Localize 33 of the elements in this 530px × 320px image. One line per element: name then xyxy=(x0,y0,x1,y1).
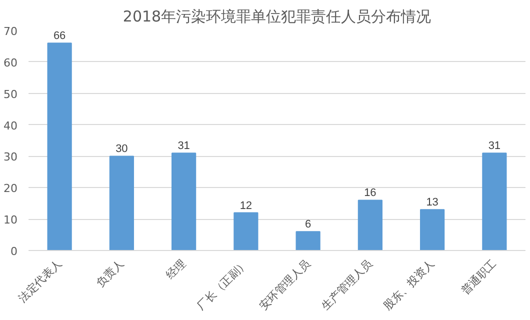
x-tick-label: 普通职工 xyxy=(458,256,500,298)
y-tick-label: 30 xyxy=(4,150,18,164)
y-tick-label: 10 xyxy=(4,214,18,227)
x-tick-label: 负责人 xyxy=(94,256,126,290)
bar xyxy=(234,212,258,250)
y-tick-label: 50 xyxy=(4,88,18,101)
data-label: 66 xyxy=(53,30,66,42)
bar xyxy=(109,156,134,250)
y-tick-label: 60 xyxy=(4,56,18,70)
data-label: 6 xyxy=(305,218,312,231)
bar xyxy=(296,231,320,250)
data-label: 31 xyxy=(488,140,501,152)
bar xyxy=(482,152,507,250)
y-tick-label: 40 xyxy=(4,119,18,132)
data-label: 13 xyxy=(426,196,438,209)
x-tick-label: 厂长（正副） xyxy=(194,256,251,313)
bar xyxy=(47,42,72,250)
x-tick-label: 安环管理人员 xyxy=(256,256,313,313)
data-label: 31 xyxy=(178,140,190,152)
x-tick-label: 法定代表人 xyxy=(16,256,64,305)
x-tick-label: 生产管理人员 xyxy=(318,256,375,313)
chart-title: 2018年污染环境罪单位犯罪责任人员分布情况 xyxy=(122,8,432,26)
data-label: 16 xyxy=(364,187,376,200)
x-tick-label: 经理 xyxy=(164,256,188,282)
bar xyxy=(420,209,445,250)
x-tick-label: 股东、投资人 xyxy=(381,256,437,313)
y-tick-label: 70 xyxy=(4,25,18,38)
data-label: 30 xyxy=(116,143,128,156)
bar xyxy=(172,152,196,250)
data-label: 12 xyxy=(240,200,252,212)
y-tick-label: 20 xyxy=(4,182,18,196)
y-tick-label: 0 xyxy=(10,245,18,258)
bar xyxy=(358,200,382,250)
